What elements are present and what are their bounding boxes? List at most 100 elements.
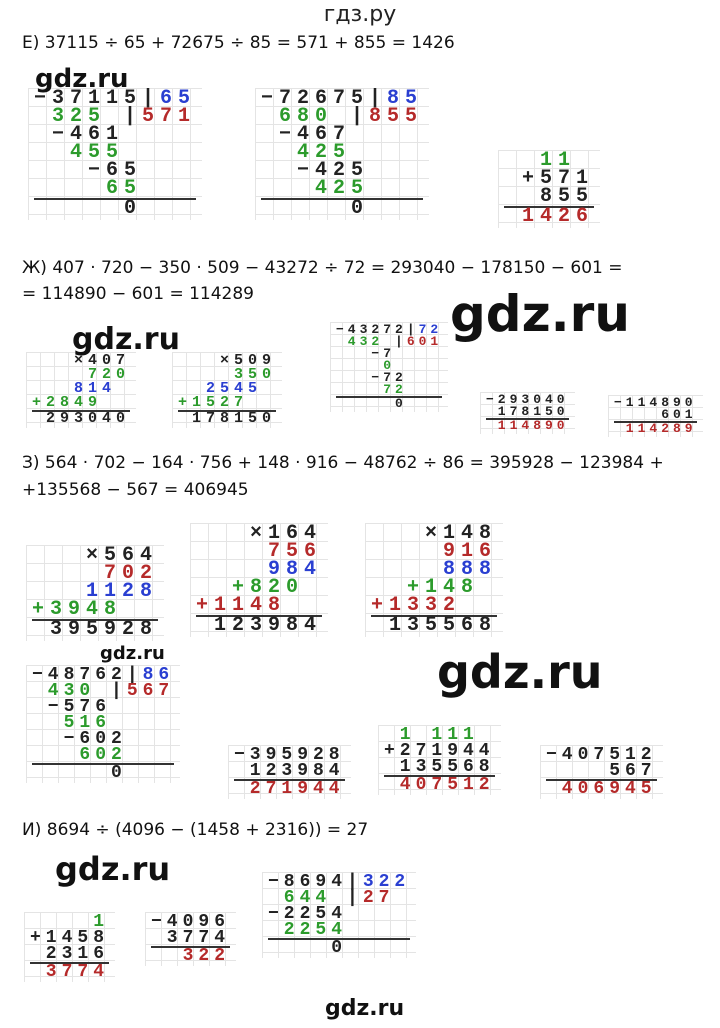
column-calculation: −8694|322 644 |27 −2254 2254 0 <box>262 872 416 958</box>
digits: 0 <box>336 358 396 373</box>
equation-line: И) 8694 ÷ (4096 − (1458 + 2316)) = 27 <box>22 820 369 840</box>
calc-row: −8694|322 <box>268 872 411 892</box>
calc-row: 601 <box>614 408 697 421</box>
digits: −43272 <box>336 322 407 337</box>
calc-row: 916 <box>371 540 498 563</box>
calc-row: −72 <box>336 371 442 384</box>
calc-row: −48762|86 <box>32 665 175 685</box>
column-calculation: −407512 567 406945 <box>540 745 663 799</box>
digits: −395928 <box>234 745 345 765</box>
digits: −7 <box>336 346 396 361</box>
digits: | <box>347 872 363 892</box>
calc-row: 322 <box>151 946 231 965</box>
digits: 644 <box>268 888 348 908</box>
column-calculation: ×164 756 984 +820 +1148 123984 <box>190 523 328 637</box>
calc-row: 1 111 <box>384 725 495 745</box>
column-calculation: ×148 916 888 +148 +1332 135568 <box>365 523 503 637</box>
calc-row: 2316 <box>30 945 109 963</box>
calc-row: 178150 <box>178 410 277 427</box>
calc-row: 271944 <box>234 779 345 799</box>
digits: 1 <box>30 912 110 932</box>
digits: 814 <box>32 380 117 397</box>
digits: 888 <box>371 558 498 581</box>
calc-row: +1332 <box>371 594 497 617</box>
digits: 916 <box>371 540 498 563</box>
digits: 85 <box>387 87 424 110</box>
digits: −8694 <box>268 872 348 892</box>
column-calculation: −48762|86 430 |567 −576 516 −602 602 0 <box>26 665 180 783</box>
column-calculation: −37115|65 325 |571 −461 455 −65 65 0 <box>28 88 202 220</box>
digits: | <box>126 665 143 685</box>
column-calculation: −395928 123984 271944 <box>228 745 351 799</box>
calc-row: −37115|65 <box>34 87 196 110</box>
digits: −467 <box>261 123 352 146</box>
equation-line: Ж) 407 · 720 − 350 · 509 − 43272 ÷ 72 = … <box>22 258 623 278</box>
calc-row: 430 |567 <box>32 682 174 700</box>
column-calculation: −43272|72 432 |601 −7 0 −72 72 0 <box>330 322 448 412</box>
calc-row: −43272|72 <box>336 322 442 337</box>
calc-row: +271944 <box>384 741 495 761</box>
watermark: gdz.ru <box>325 996 405 1021</box>
digits: −576 <box>32 697 112 717</box>
calc-row: +3948 <box>32 600 158 620</box>
digits: 406945 <box>546 779 657 799</box>
digits: 432 <box>336 334 396 349</box>
digits: +271944 <box>384 741 495 761</box>
calc-row: 325 |571 <box>34 107 196 127</box>
column-calculation: −4096 3774 322 <box>145 912 236 966</box>
calc-row: 72 <box>336 383 442 396</box>
digits: 720 <box>32 366 131 383</box>
digits: ×509 <box>178 352 277 369</box>
digits: −461 <box>34 123 125 146</box>
digits: +1527 <box>178 394 249 411</box>
digits: 680 <box>261 105 352 128</box>
digits: 271944 <box>234 779 345 799</box>
digits: 395928 <box>32 618 159 641</box>
digits: +1332 <box>371 594 462 617</box>
calc-row: +820 <box>196 578 322 598</box>
digits: 86 <box>142 665 175 685</box>
digits: | <box>369 87 388 110</box>
calc-row: 0 <box>261 198 424 219</box>
watermark: gdz.ru <box>437 645 603 699</box>
column-calculation: ×509 350 2545 +1527 178150 <box>172 352 282 428</box>
calc-row: 3774 <box>30 962 110 981</box>
calc-row: 395928 <box>32 618 159 641</box>
digits: −114890 <box>614 395 697 410</box>
calc-row: 0 <box>34 198 197 219</box>
calc-row: 644 |27 <box>268 888 410 908</box>
column-calculation: 11 +571 855 1426 <box>498 150 600 228</box>
digits: −407512 <box>546 745 657 765</box>
calc-row: 0 <box>268 938 411 957</box>
calc-row: 814 <box>32 380 130 397</box>
digits: +1458 <box>30 928 110 948</box>
calc-row: 855 <box>504 185 595 208</box>
digits: +2849 <box>32 394 103 411</box>
calc-row: −467 <box>261 123 423 146</box>
calc-row: 455 <box>34 143 196 163</box>
calc-row: ×509 <box>178 352 277 369</box>
digits: 322 <box>362 872 411 892</box>
digits: 0 <box>32 763 127 783</box>
digits: ×164 <box>196 522 323 545</box>
digits: 1 111 <box>384 725 479 745</box>
digits: −37115 <box>34 87 143 110</box>
digits: 425 <box>261 141 352 164</box>
calc-row: 888 <box>371 558 498 581</box>
calc-row: 756 <box>196 542 322 562</box>
calc-row: 1426 <box>504 206 595 227</box>
digits: −425 <box>261 159 370 182</box>
digits: | <box>395 334 407 349</box>
calc-row: 1128 <box>32 582 158 602</box>
calc-row: 407512 <box>384 775 495 794</box>
digits: 984 <box>196 558 323 581</box>
calc-row: ×407 <box>32 353 130 368</box>
digits: 855 <box>504 185 595 208</box>
calc-row: 114890 <box>486 418 569 432</box>
digits: 602 <box>32 745 127 765</box>
digits: ×148 <box>371 522 498 545</box>
digits: 178150 <box>178 410 277 427</box>
calc-row: −395928 <box>234 745 345 765</box>
calc-row: −293040 <box>486 393 569 406</box>
calc-row: −602 <box>32 730 174 748</box>
